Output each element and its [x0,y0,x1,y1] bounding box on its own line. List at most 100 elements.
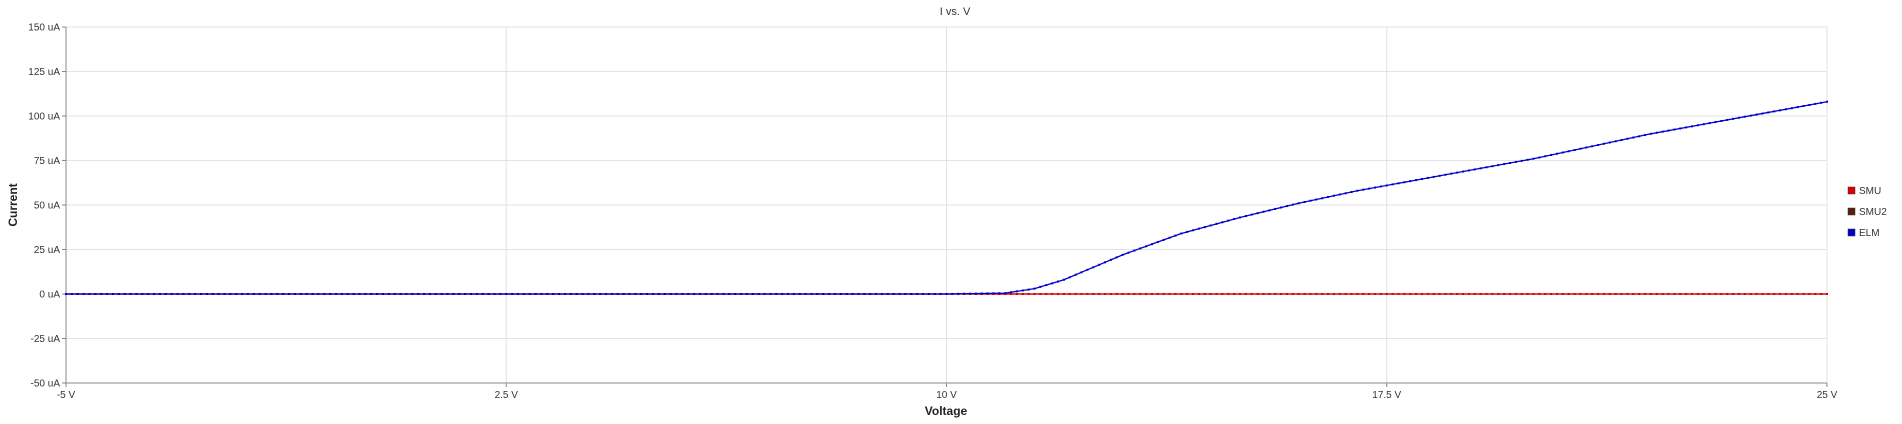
data-point [1127,251,1130,254]
data-point [1743,115,1746,118]
data-point [1591,145,1594,148]
data-point [1614,293,1617,295]
data-point [522,293,525,295]
data-point [1197,227,1200,230]
data-point [106,293,109,295]
data-point [1174,234,1177,237]
data-point [1826,293,1828,295]
data-point [1432,293,1435,295]
data-point [1374,186,1377,189]
data-point [616,293,619,295]
data-point [1180,293,1183,295]
data-point [1239,293,1241,295]
data-point [1080,271,1083,274]
data-point [1737,293,1740,295]
data-point [1121,293,1124,295]
data-point [963,292,966,295]
data-point [880,293,883,295]
data-point [475,293,478,295]
data-point [1156,241,1159,244]
data-point [1103,261,1106,264]
data-point [335,293,338,295]
data-point [405,293,408,295]
data-point [1215,293,1218,295]
data-point [1826,100,1828,103]
data-point [1638,135,1641,138]
data-point [252,293,255,295]
data-point [839,293,842,295]
data-point [1344,293,1347,295]
data-point [1121,253,1124,256]
x-tick-label: 25 V [1817,390,1838,401]
data-point [1233,218,1236,221]
data-point [1567,293,1570,295]
data-point [1244,215,1247,218]
data-point [1773,293,1776,295]
data-point [1133,293,1136,295]
data-point [235,293,238,295]
data-point [1467,293,1470,295]
data-point [1033,287,1036,290]
data-point [370,293,373,295]
x-tick-label: 17.5 V [1372,390,1401,401]
data-point [1039,285,1042,288]
data-point [652,293,654,295]
data-point [481,293,484,295]
data-point [1720,293,1723,295]
data-point [1385,293,1388,295]
data-point [129,293,132,295]
data-point [1462,293,1465,295]
data-point [1649,132,1652,135]
y-tick-label: -50 uA [31,379,61,390]
data-point [1696,124,1699,127]
data-point [487,293,490,295]
data-point [1186,293,1189,295]
data-point [1068,276,1071,279]
data-point [1608,141,1611,144]
data-point [1162,238,1165,241]
data-point [869,293,872,295]
data-point [1098,293,1101,295]
data-point [1667,293,1670,295]
data-point [1567,150,1570,153]
data-point [1520,293,1523,295]
data-point [1262,293,1265,295]
data-point [775,293,778,295]
data-point [1473,168,1476,171]
data-point [1573,293,1576,295]
data-point [1150,293,1153,295]
data-point [1356,293,1359,295]
data-point [980,292,983,295]
data-point [1497,164,1500,167]
data-point [1291,203,1294,206]
data-point [1632,293,1635,295]
data-point [270,293,273,295]
data-point [1673,293,1676,295]
data-point [1755,113,1758,116]
data-point [1632,136,1635,139]
data-point [1491,293,1494,295]
y-tick-label: 75 uA [34,156,60,167]
data-point [1086,268,1089,271]
y-axis-title: Current [6,183,20,226]
x-axis-title: Voltage [925,404,968,418]
data-point [1743,293,1746,295]
data-point [123,293,126,295]
data-point [657,293,660,295]
data-point [1062,293,1065,295]
data-point [1186,230,1189,233]
data-point [258,293,261,295]
data-point [1720,119,1723,122]
data-point [211,293,214,295]
data-point [100,293,103,295]
data-point [1174,293,1177,295]
data-point [1726,118,1729,121]
data-point [1280,293,1283,295]
data-point [1098,263,1101,266]
data-point [1203,293,1206,295]
data-point [305,293,308,295]
data-point [88,293,91,295]
data-point [1397,293,1400,295]
